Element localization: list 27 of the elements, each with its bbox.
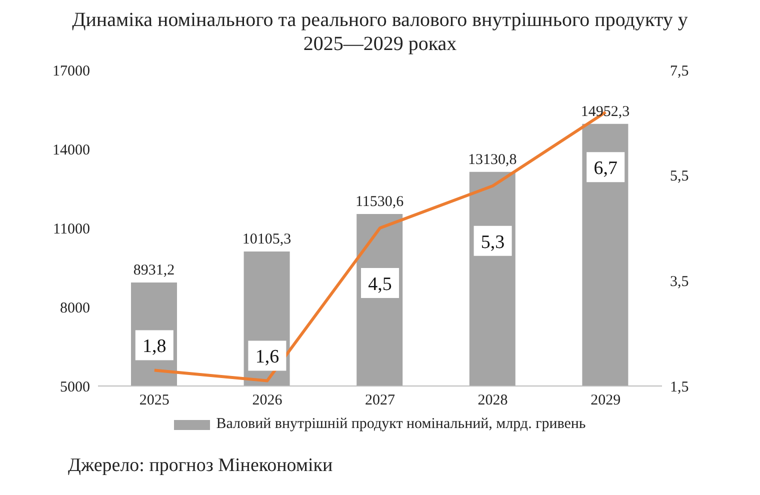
x-tick-label: 2027 xyxy=(365,392,396,409)
chart-title: Динаміка номінального та реального валового внутрішнього продукту у 2025—2029 роках xyxy=(71,8,689,56)
data-label: 10105,3 xyxy=(242,232,292,248)
data-label: 11530,6 xyxy=(356,194,404,210)
y2-tick-label: 1,5 xyxy=(670,379,689,396)
text: Джерело: прогноз Мінекономіки xyxy=(68,455,334,477)
data-label: 1,6 xyxy=(255,346,280,368)
y2-tick-label: 7,5 xyxy=(670,63,689,80)
legend-label: Валовий внутрішній продукт номінальний, млрд. гривень xyxy=(216,416,586,433)
data-label: 4,5 xyxy=(368,274,392,295)
data-label: 14952,3 xyxy=(580,104,630,120)
y-tick-label: 5000 xyxy=(60,379,90,396)
data-label: 13130,8 xyxy=(468,152,517,168)
data-label: 5,3 xyxy=(480,232,505,253)
x-tick-label: 2028 xyxy=(478,392,508,409)
data-label: 1,8 xyxy=(142,336,166,358)
y2-tick-label: 3,5 xyxy=(670,274,689,290)
y-tick-label: 14000 xyxy=(52,142,90,158)
y-tick-label: 17000 xyxy=(52,63,90,80)
data-label: 6,7 xyxy=(594,158,618,180)
x-tick-label: 2026 xyxy=(252,392,283,409)
x-tick-label: 2029 xyxy=(590,392,621,409)
y2-tick-label: 5,5 xyxy=(670,168,689,185)
data-label: 8931,2 xyxy=(133,262,175,278)
x-tick-label: 2025 xyxy=(139,392,170,409)
y-tick-label: 11000 xyxy=(53,221,90,238)
y-tick-label: 8000 xyxy=(60,300,90,316)
